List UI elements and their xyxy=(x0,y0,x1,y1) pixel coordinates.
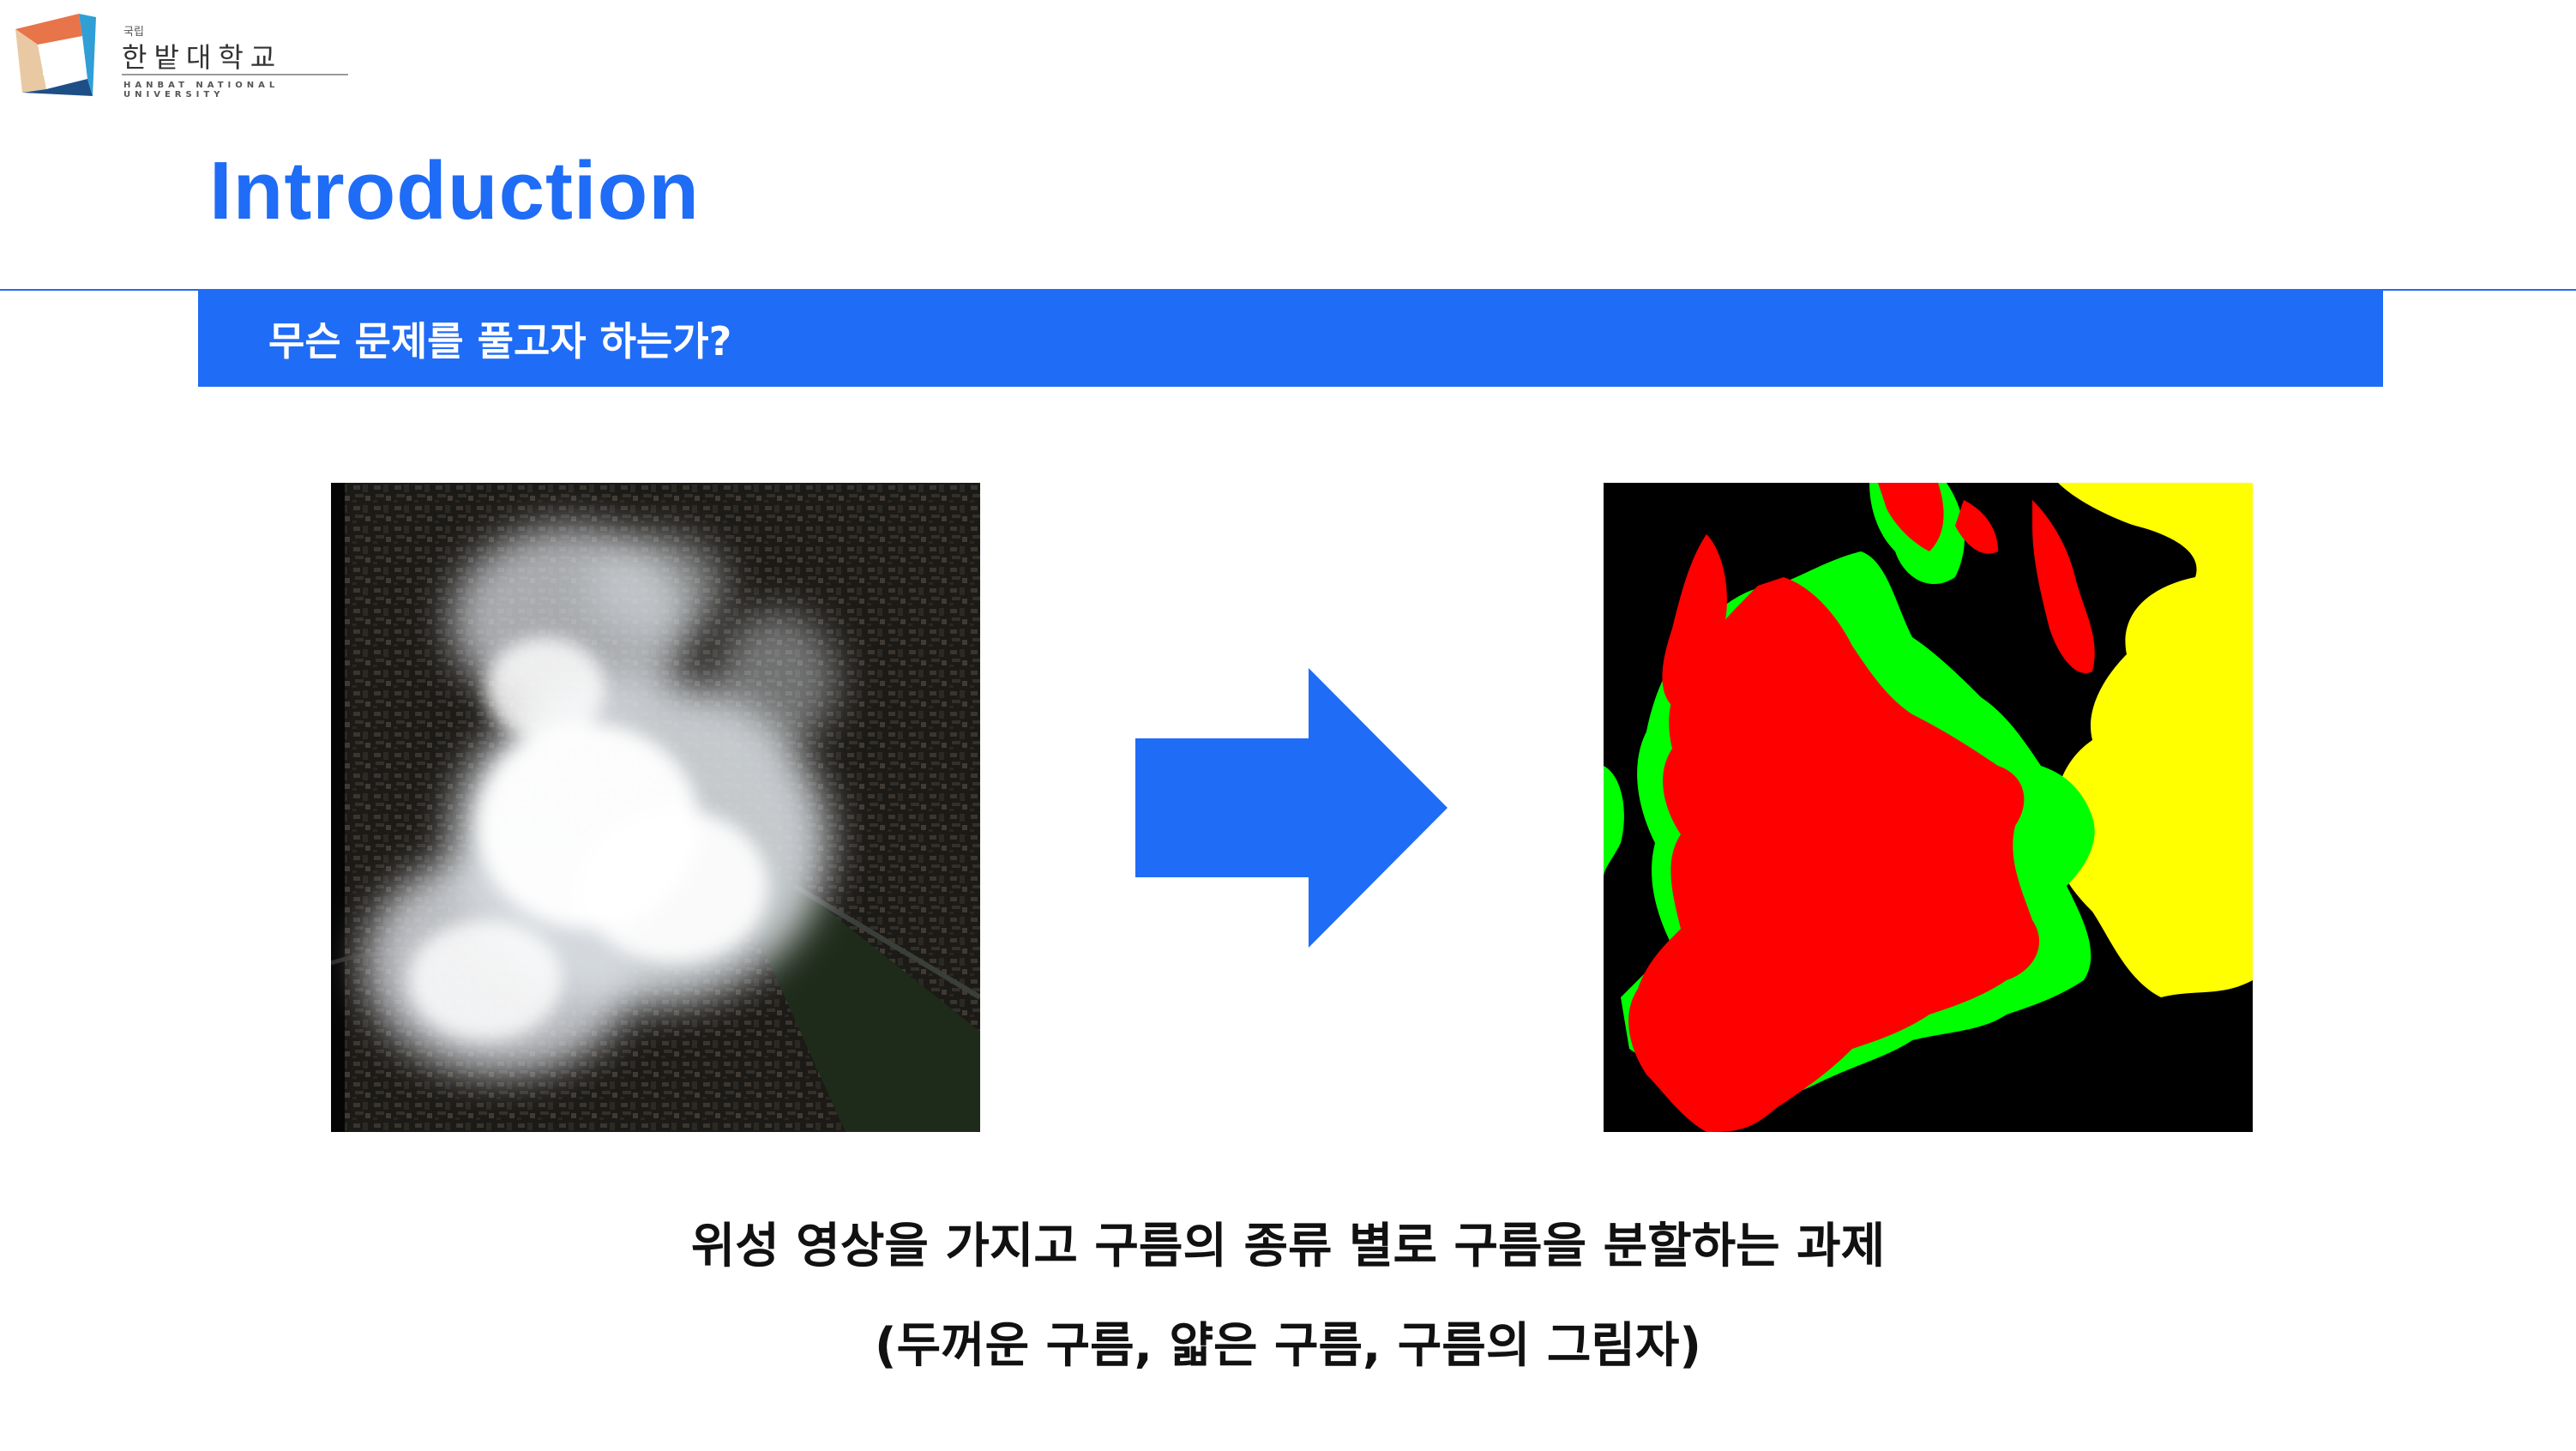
logo-small-text: 국립 xyxy=(123,26,144,39)
satellite-cloud-image xyxy=(331,483,980,1132)
segmentation-mask xyxy=(1604,483,2253,1132)
logo-divider xyxy=(122,74,348,75)
caption-line-2: (두꺼운 구름, 얇은 구름, 구름의 그림자) xyxy=(874,1318,1701,1374)
caption-line-1: 위성 영상을 가지고 구름의 종류 별로 구름을 분할하는 과제 xyxy=(690,1219,1886,1274)
right-arrow-icon xyxy=(1135,668,1447,948)
logo-english-name: HANBAT NATIONAL UNIVERSITY xyxy=(123,81,280,99)
university-logo: 국립 한밭대학교 HANBAT NATIONAL UNIVERSITY xyxy=(12,10,355,99)
slide-title: Introduction xyxy=(209,145,700,237)
banner-text: 무슨 문제를 풀고자 하는가? xyxy=(268,318,732,364)
question-banner: 무슨 문제를 풀고자 하는가? xyxy=(198,290,2383,387)
logo-name: 한밭대학교 xyxy=(122,41,283,74)
university-logo-icon xyxy=(15,14,96,96)
